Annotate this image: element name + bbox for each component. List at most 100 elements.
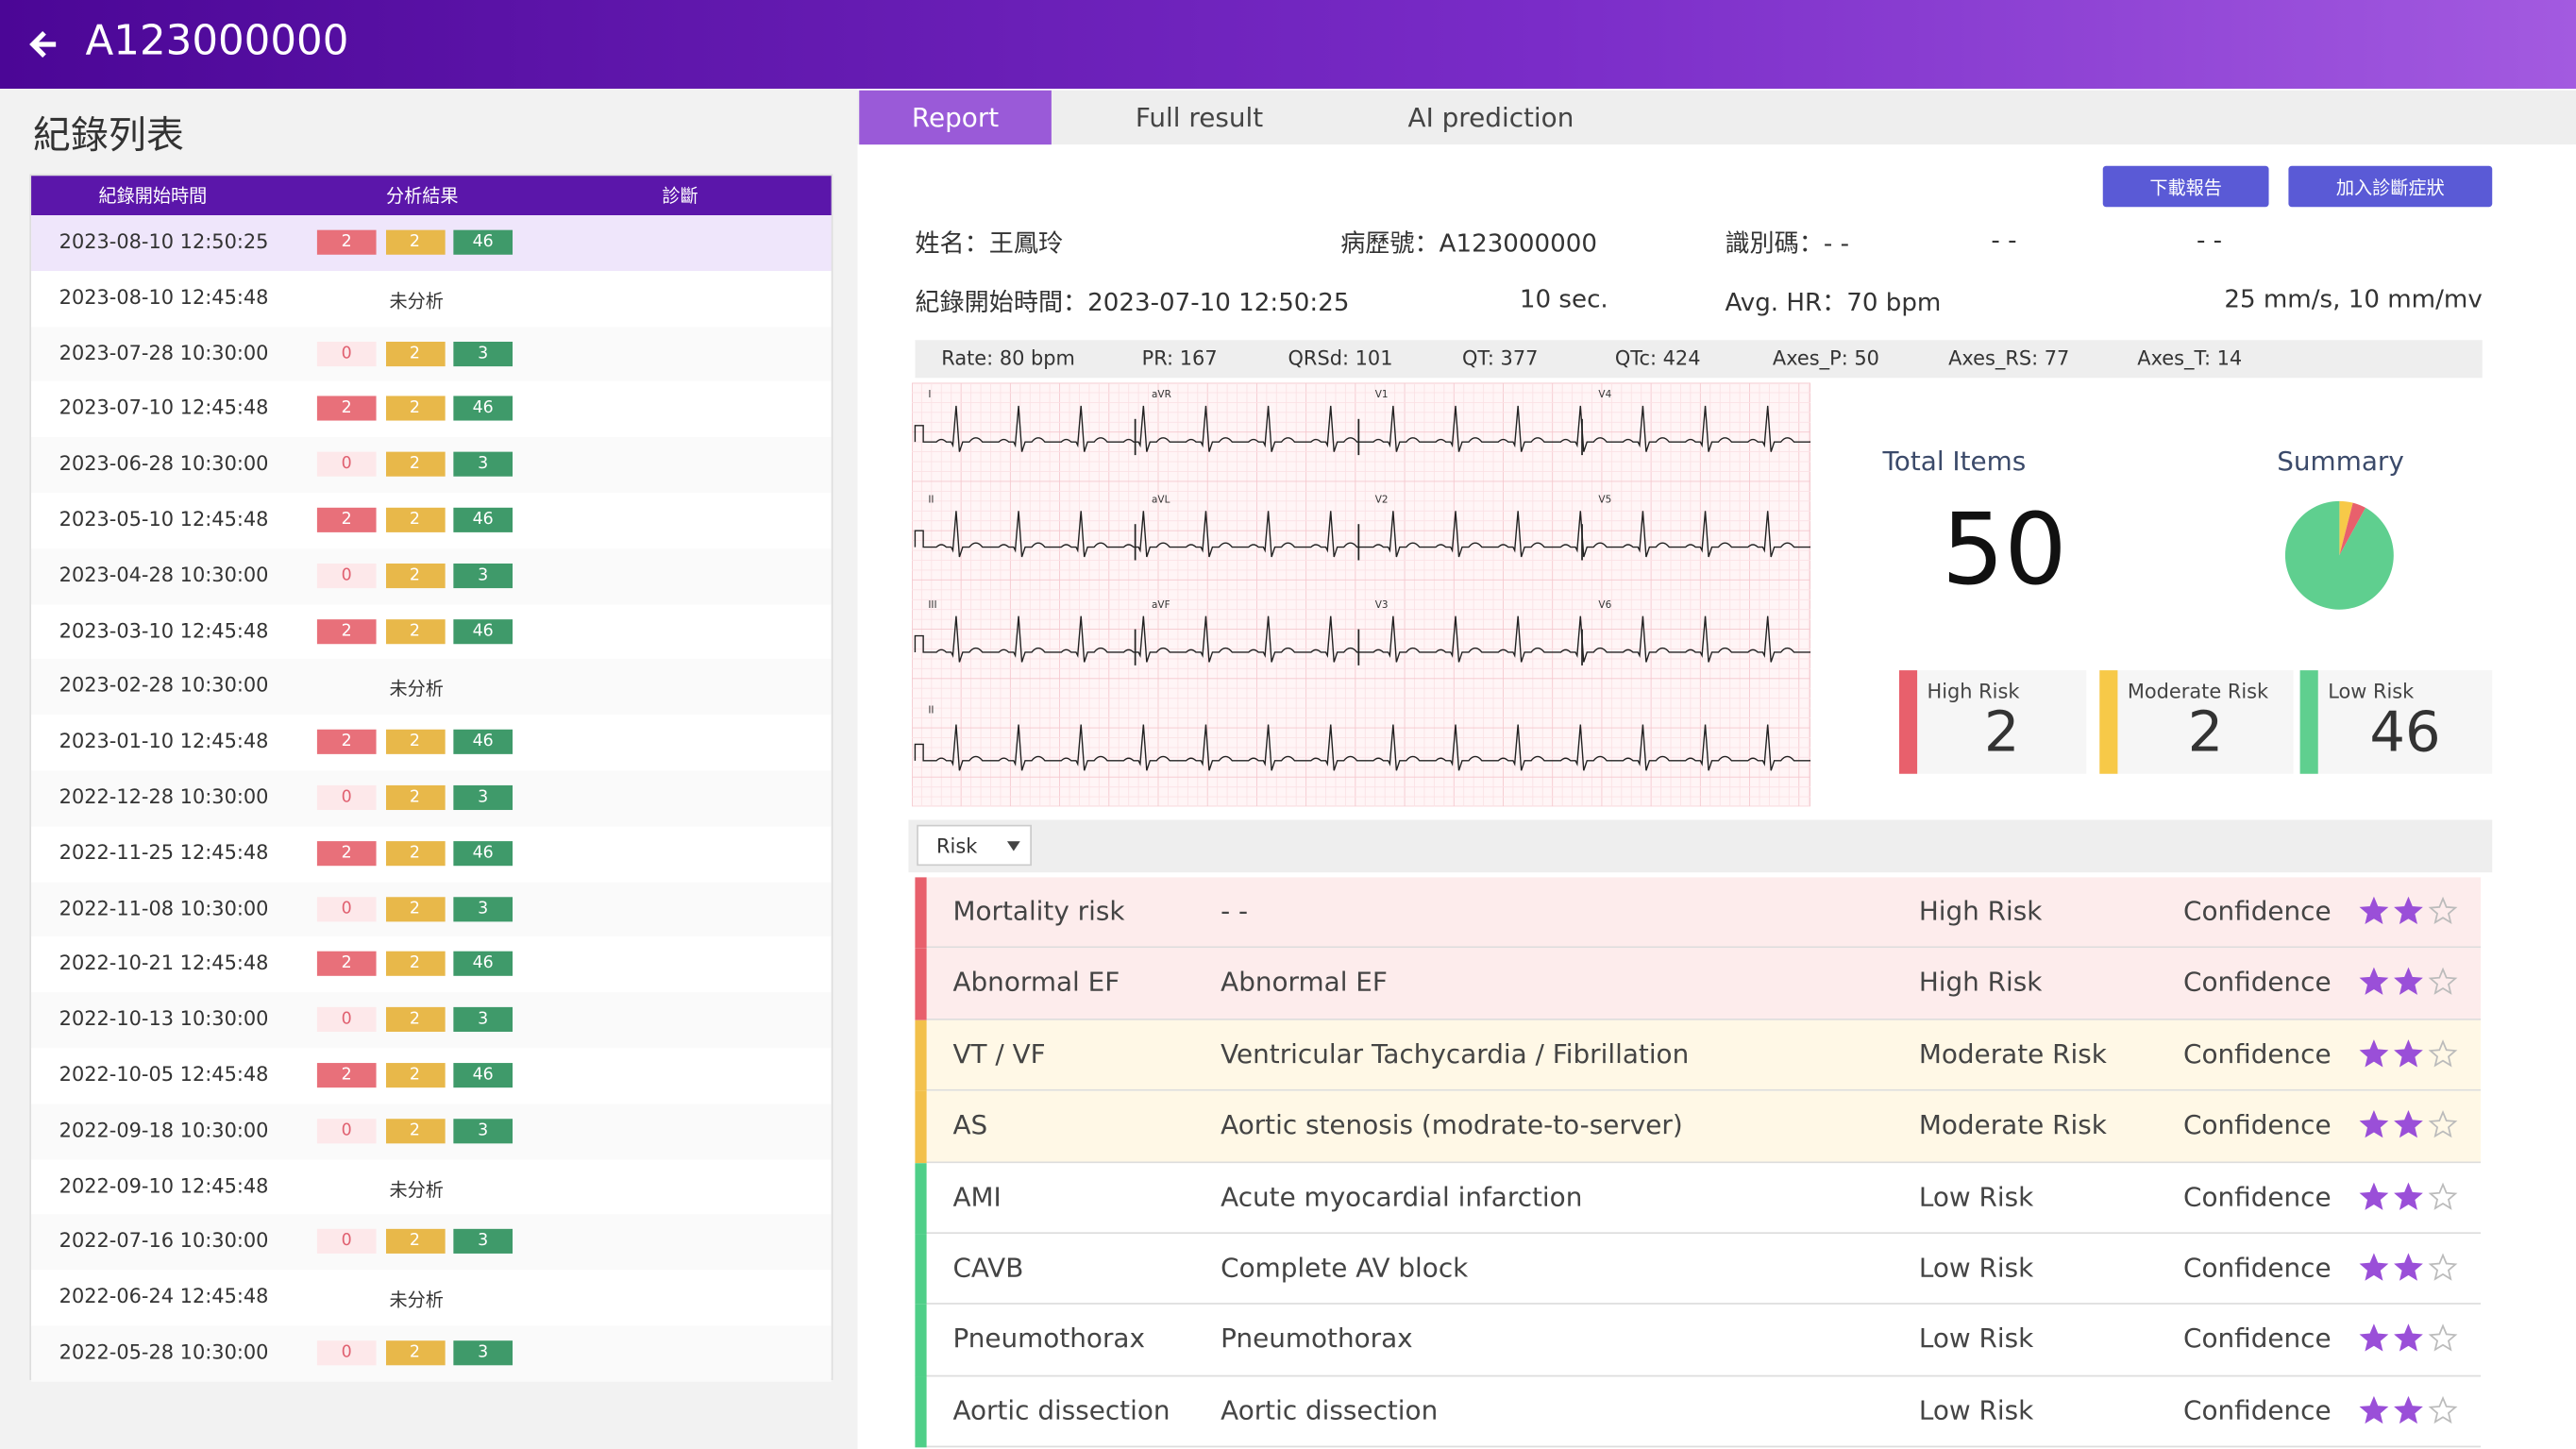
result-badge: 2: [385, 784, 445, 811]
rating-star: [2428, 1038, 2458, 1068]
rating: [2359, 1038, 2458, 1068]
tab[interactable]: Full result: [1135, 101, 1264, 133]
risk-strip: [1898, 670, 1918, 774]
record-time: 2022-09-10 12:45:48: [59, 1173, 269, 1198]
result-badge: 2: [385, 1063, 445, 1088]
result-badge: 3: [453, 784, 514, 811]
record-row[interactable]: 2022-10-21 12:45:48 2 2 46: [31, 936, 832, 993]
dropdown-arrow: [1006, 841, 1020, 851]
result-badge: 2: [385, 396, 445, 422]
record-status: 未分析: [389, 1289, 444, 1312]
rating: [2359, 1395, 2458, 1424]
risk-row[interactable]: Aortic dissection Aortic dissection Low Ri…: [915, 1376, 2482, 1448]
rating-star: [2428, 968, 2458, 996]
rating-star: [2359, 1253, 2389, 1281]
record-time: 2022-10-05 12:45:48: [59, 1063, 269, 1087]
record-row[interactable]: 2022-05-28 10:30:00 0 2 3: [31, 1325, 832, 1382]
rating: [2359, 1323, 2458, 1353]
risk-row[interactable]: AS Aortic stenosis (modrate-to-server) Mod…: [915, 1090, 2482, 1163]
button[interactable]: 下載報告: [2102, 165, 2269, 208]
record-time: 2023-01-10 12:45:48: [59, 730, 269, 753]
result-badge: 2: [316, 618, 377, 644]
record-row[interactable]: 2023-06-28 10:30:00 0 2 3: [31, 437, 832, 494]
measurement: Axes_T: 14: [2137, 346, 2243, 370]
risk-desc: Acute myocardial infarction: [1221, 1180, 1583, 1212]
result-badge: 0: [316, 1340, 377, 1366]
measurement: Axes_P: 50: [1772, 346, 1879, 370]
record-time: 2023-05-10 12:45:48: [59, 507, 269, 531]
summary-pie: [2284, 500, 2394, 610]
risk-strip: [915, 877, 927, 949]
lead-label: I: [928, 389, 931, 400]
record-time: 2023-04-28 10:30:00: [59, 563, 269, 586]
record-row[interactable]: 2022-11-25 12:45:48 2 2 46: [31, 826, 832, 882]
record-row[interactable]: 2023-05-10 12:45:48 2 2 46: [31, 493, 832, 548]
risk-strip: [915, 1090, 927, 1163]
record-row[interactable]: 2022-11-08 10:30:00 0 2 3: [31, 881, 832, 937]
risk-confidence: Confidence: [2183, 967, 2332, 999]
record-row[interactable]: 2022-07-16 10:30:00 0 2 3: [31, 1214, 832, 1271]
lead-label: II: [928, 704, 934, 716]
record-time: 2023-07-28 10:30:00: [59, 341, 269, 364]
risk-desc: Complete AV block: [1221, 1252, 1469, 1284]
rating-star: [2428, 1110, 2458, 1138]
record-row[interactable]: 2022-12-28 10:30:00 0 2 3: [31, 770, 832, 827]
rating-star: [2428, 1181, 2458, 1210]
measurement: Rate: 80 bpm: [941, 346, 1075, 370]
rating: [2359, 896, 2458, 925]
info-record-no: 病歷號：A123000000: [1340, 227, 1597, 259]
back-button[interactable]: [26, 26, 62, 62]
result-badge: 2: [385, 730, 445, 755]
record-row[interactable]: 2022-10-13 10:30:00 0 2 3: [31, 992, 832, 1049]
record-row[interactable]: 2023-07-10 12:45:48 2 2 46: [31, 381, 832, 438]
button[interactable]: 加入診斷症狀: [2288, 165, 2493, 208]
rating-star: [2428, 896, 2458, 925]
record-row[interactable]: 2022-06-24 12:45:48 未分析: [31, 1270, 832, 1326]
record-row[interactable]: 2022-10-05 12:45:48 2 2 46: [31, 1048, 832, 1104]
result-badge: 2: [385, 1229, 445, 1255]
result-badge: 0: [316, 784, 377, 811]
tab[interactable]: AI prediction: [1407, 101, 1574, 133]
lead-label: V1: [1375, 389, 1389, 400]
record-time: 2022-10-21 12:45:48: [59, 952, 269, 975]
result-badge: 46: [453, 229, 514, 255]
result-badge: 2: [385, 618, 445, 644]
risk-code: AS: [952, 1109, 988, 1141]
risk-row[interactable]: CAVB Complete AV block Low Risk Confidence: [915, 1234, 2482, 1306]
result-badge: 46: [453, 396, 514, 422]
ecg-trace: [914, 615, 1810, 663]
lead-label: V6: [1598, 599, 1611, 611]
risk-filter[interactable]: Risk: [917, 824, 1032, 867]
record-time: 2022-11-25 12:45:48: [59, 840, 269, 865]
record-row[interactable]: 2023-08-10 12:50:25 2 2 46: [31, 214, 832, 271]
record-time: 2023-08-10 12:45:48: [59, 285, 269, 309]
result-badge: 2: [385, 451, 445, 478]
tab[interactable]: Report: [859, 90, 1052, 145]
risk-row[interactable]: VT / VF Ventricular Tachycardia / Fibrill…: [915, 1019, 2482, 1091]
record-row[interactable]: 2023-01-10 12:45:48 2 2 46: [31, 715, 832, 771]
record-row[interactable]: 2023-04-28 10:30:00 0 2 3: [31, 548, 832, 604]
result-badge: 2: [385, 952, 445, 977]
risk-row[interactable]: Mortality risk - - High Risk Confidence: [915, 877, 2482, 949]
header-bar: [0, 0, 2576, 89]
risk-row[interactable]: Abnormal EF Abnormal EF High Risk Confidenc…: [915, 948, 2482, 1020]
risk-row[interactable]: Pneumothorax Pneumothorax Low Risk Confiden…: [915, 1305, 2482, 1377]
record-row[interactable]: 2023-03-10 12:45:48 2 2 46: [31, 603, 832, 660]
record-time: 2023-06-28 10:30:00: [59, 451, 269, 476]
lead-label: V2: [1375, 495, 1389, 506]
rating-star: [2394, 1110, 2423, 1138]
risk-level: High Risk: [1918, 895, 2043, 927]
rating-star: [2394, 1395, 2423, 1424]
rating: [2359, 1253, 2458, 1281]
record-row[interactable]: 2022-09-10 12:45:48 未分析: [31, 1159, 832, 1215]
record-row[interactable]: 2022-09-18 10:30:00 0 2 3: [31, 1104, 832, 1160]
record-row[interactable]: 2023-07-28 10:30:00 0 2 3: [31, 326, 832, 382]
record-row[interactable]: 2023-02-28 10:30:00 未分析: [31, 659, 832, 716]
result-badge: 2: [385, 341, 445, 366]
risk-row[interactable]: AMI Acute myocardial infarction Low Risk Co…: [915, 1162, 2482, 1235]
record-row[interactable]: 2023-08-10 12:45:48 未分析: [31, 270, 832, 327]
lead-label: V4: [1598, 389, 1611, 400]
result-badge: 46: [453, 618, 514, 644]
risk-card-label: High Risk: [1927, 680, 2020, 703]
